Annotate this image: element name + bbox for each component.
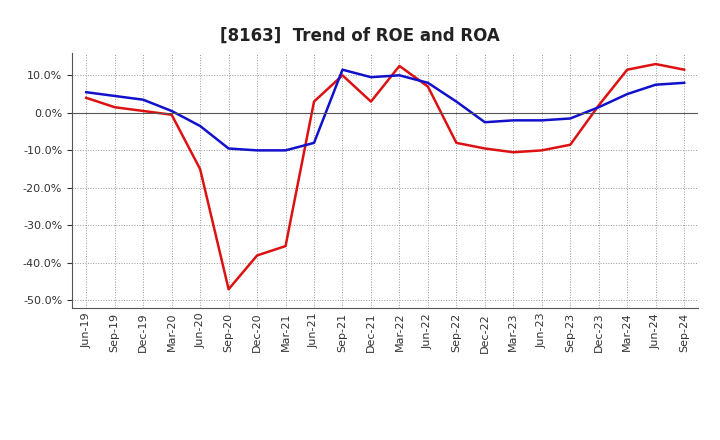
ROE: [509, 150, 518, 155]
ROA: [82, 90, 91, 95]
ROA: [366, 74, 375, 80]
ROE: [566, 142, 575, 147]
ROA: [509, 118, 518, 123]
ROA: [139, 97, 148, 103]
Line: ROA: ROA: [86, 70, 684, 150]
ROE: [310, 99, 318, 104]
ROE: [652, 62, 660, 67]
ROA: [225, 146, 233, 151]
ROA: [310, 140, 318, 146]
ROA: [423, 80, 432, 85]
ROA: [395, 73, 404, 78]
ROA: [167, 108, 176, 114]
Line: ROE: ROE: [86, 64, 684, 289]
ROE: [282, 243, 290, 249]
ROA: [253, 148, 261, 153]
ROE: [338, 73, 347, 78]
ROE: [139, 108, 148, 114]
ROE: [452, 140, 461, 146]
ROA: [537, 118, 546, 123]
ROA: [282, 148, 290, 153]
ROA: [196, 123, 204, 128]
ROA: [452, 99, 461, 104]
ROE: [423, 84, 432, 89]
ROE: [225, 286, 233, 292]
ROE: [82, 95, 91, 100]
ROE: [623, 67, 631, 72]
ROE: [253, 253, 261, 258]
ROE: [395, 63, 404, 69]
ROA: [623, 92, 631, 97]
ROE: [196, 166, 204, 172]
ROE: [167, 112, 176, 117]
ROA: [652, 82, 660, 87]
ROA: [110, 93, 119, 99]
ROA: [338, 67, 347, 72]
ROE: [680, 67, 688, 72]
ROA: [680, 80, 688, 85]
ROA: [480, 120, 489, 125]
ROE: [480, 146, 489, 151]
ROE: [595, 103, 603, 108]
ROE: [537, 148, 546, 153]
ROE: [366, 99, 375, 104]
ROA: [595, 105, 603, 110]
ROE: [110, 105, 119, 110]
ROA: [566, 116, 575, 121]
Text: [8163]  Trend of ROE and ROA: [8163] Trend of ROE and ROA: [220, 26, 500, 44]
